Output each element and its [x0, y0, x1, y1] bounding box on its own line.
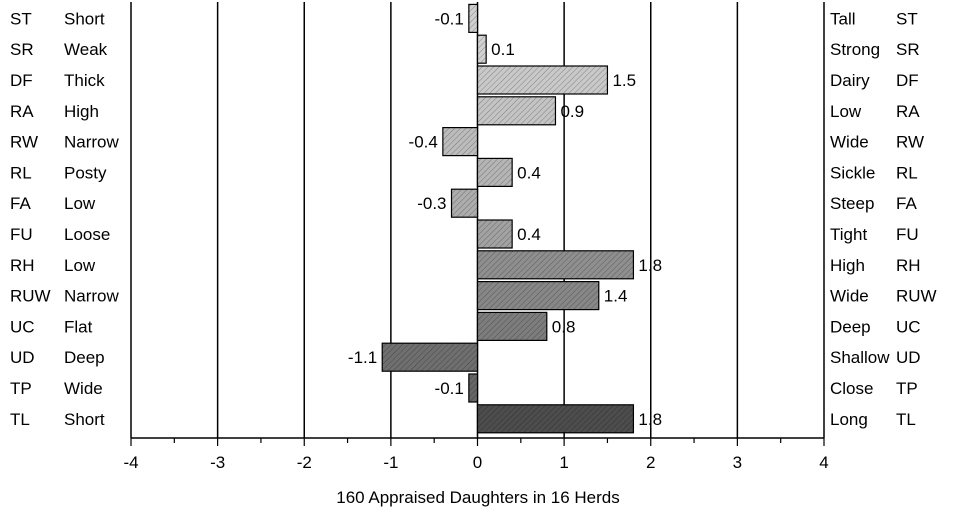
low-trait-label: Narrow — [64, 133, 120, 152]
data-label: -0.3 — [417, 194, 446, 213]
trait-code-left: ST — [10, 9, 32, 28]
data-label: -0.4 — [409, 133, 438, 152]
high-trait-label: Shallow — [830, 348, 890, 367]
trait-code-left: UD — [10, 348, 35, 367]
low-trait-label: Narrow — [64, 287, 120, 306]
data-label: -1.1 — [348, 348, 377, 367]
x-tick-label: -1 — [383, 453, 398, 472]
bar-texture — [477, 404, 634, 433]
low-trait-label: High — [64, 102, 99, 121]
bar-texture — [451, 189, 478, 218]
trait-code-left: TL — [10, 410, 30, 429]
high-trait-label: Strong — [830, 40, 880, 59]
high-trait-label: Sickle — [830, 163, 875, 182]
data-label: 0.1 — [491, 40, 515, 59]
data-label: 1.8 — [638, 410, 662, 429]
bar-texture — [382, 343, 478, 372]
data-label: 1.8 — [638, 256, 662, 275]
trait-code-left: RH — [10, 256, 35, 275]
trait-code-right: SR — [896, 40, 920, 59]
bar-texture — [477, 66, 608, 94]
x-tick-label: -3 — [210, 453, 225, 472]
trait-code-left: FU — [10, 225, 33, 244]
trait-code-right: RH — [896, 256, 921, 275]
x-axis: -4 -3 -2 -1 0 1 2 3 4 — [123, 437, 829, 472]
high-trait-label: Wide — [830, 133, 869, 152]
low-trait-label: Weak — [64, 40, 108, 59]
trait-code-left: RUW — [10, 287, 51, 306]
high-trait-label: Tall — [830, 9, 856, 28]
bar-texture — [477, 220, 513, 248]
low-trait-label: Loose — [64, 225, 110, 244]
low-trait-label: Posty — [64, 163, 107, 182]
low-trait-label: Flat — [64, 317, 93, 336]
data-label: 0.8 — [552, 317, 576, 336]
trait-labels: -0.1 ST Short Tall ST 0.1 SR Weak Strong SR 1.5 DF T… — [10, 9, 937, 428]
x-axis-title: 160 Appraised Daughters in 16 Herds — [336, 488, 620, 507]
data-label: 1.5 — [612, 71, 636, 90]
data-label: 1.4 — [604, 287, 628, 306]
data-label: -0.1 — [435, 379, 464, 398]
x-tick-label: 0 — [473, 453, 482, 472]
bar-texture — [468, 374, 478, 402]
bar-texture — [477, 281, 599, 310]
low-trait-label: Short — [64, 9, 105, 28]
high-trait-label: High — [830, 256, 865, 275]
low-trait-label: Low — [64, 194, 96, 213]
x-tick-label: -4 — [123, 453, 138, 472]
trait-code-right: FU — [896, 225, 919, 244]
high-trait-label: Close — [830, 379, 873, 398]
trait-code-right: TL — [896, 410, 916, 429]
data-label: 0.4 — [517, 163, 541, 182]
bars — [381, 3, 635, 434]
trait-code-right: DF — [896, 71, 919, 90]
trait-code-right: FA — [896, 194, 917, 213]
high-trait-label: Tight — [830, 225, 867, 244]
x-tick-label: -2 — [297, 453, 312, 472]
trait-code-right: TP — [896, 379, 918, 398]
trait-code-right: RUW — [896, 287, 937, 306]
trait-code-left: SR — [10, 40, 34, 59]
trait-code-left: DF — [10, 71, 33, 90]
trait-code-right: UD — [896, 348, 921, 367]
x-tick-label: 3 — [733, 453, 742, 472]
high-trait-label: Steep — [830, 194, 874, 213]
trait-code-right: ST — [896, 9, 918, 28]
bar-texture — [468, 4, 478, 33]
high-trait-label: Long — [830, 410, 868, 429]
bar-texture — [477, 35, 487, 64]
x-tick-label: 2 — [646, 453, 655, 472]
high-trait-label: Dairy — [830, 71, 870, 90]
bar-texture — [477, 312, 547, 341]
trait-code-right: RA — [896, 102, 920, 121]
high-trait-label: Deep — [830, 317, 871, 336]
low-trait-label: Wide — [64, 379, 103, 398]
x-tick-label: 4 — [819, 453, 828, 472]
low-trait-label: Thick — [64, 71, 105, 90]
trait-code-right: UC — [896, 317, 921, 336]
trait-code-right: RL — [896, 163, 918, 182]
data-label: 0.4 — [517, 225, 541, 244]
low-trait-label: Deep — [64, 348, 105, 367]
trait-code-left: UC — [10, 317, 35, 336]
high-trait-label: Low — [830, 102, 862, 121]
bar-texture — [442, 127, 478, 156]
trait-code-left: FA — [10, 194, 31, 213]
trait-code-left: RA — [10, 102, 34, 121]
data-label: 0.9 — [560, 102, 584, 121]
trait-code-right: RW — [896, 133, 924, 152]
high-trait-label: Wide — [830, 287, 869, 306]
trait-code-left: RL — [10, 163, 32, 182]
x-tick-label: 1 — [559, 453, 568, 472]
bar-texture — [477, 96, 556, 125]
bar-texture — [477, 158, 513, 187]
data-label: -0.1 — [435, 9, 464, 28]
bar-texture — [477, 250, 634, 279]
trait-code-left: RW — [10, 133, 38, 152]
trait-code-left: TP — [10, 379, 32, 398]
low-trait-label: Low — [64, 256, 96, 275]
low-trait-label: Short — [64, 410, 105, 429]
